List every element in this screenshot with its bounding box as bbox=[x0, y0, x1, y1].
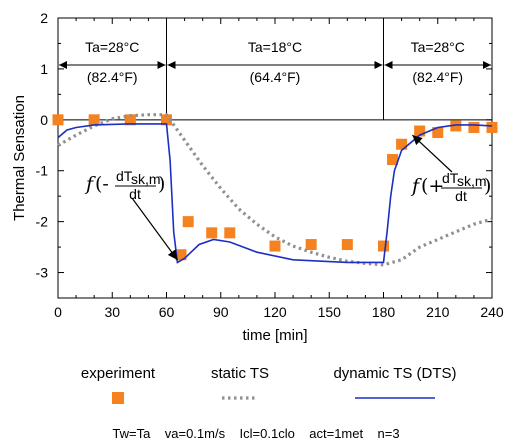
experiment-point bbox=[206, 227, 218, 239]
annotation-warming-sub: sk,m bbox=[457, 173, 487, 189]
period-temp-fahrenheit: (82.4°F) bbox=[87, 69, 138, 85]
x-tick-label: 240 bbox=[480, 304, 504, 320]
y-tick-label: 0 bbox=[40, 112, 48, 128]
annotation-warming-open: (+ bbox=[421, 175, 444, 197]
x-tick-label: 0 bbox=[54, 304, 62, 320]
x-tick-label: 30 bbox=[104, 304, 120, 320]
period-temp-celsius: Ta=28°C bbox=[411, 39, 465, 55]
period-temp-fahrenheit: (82.4°F) bbox=[412, 69, 463, 85]
period-temp-celsius: Ta=28°C bbox=[85, 39, 139, 55]
x-tick-label: 90 bbox=[213, 304, 229, 320]
experiment-point bbox=[341, 239, 353, 251]
annotation-cooling-arrow bbox=[131, 197, 178, 261]
y-tick-label: 2 bbox=[40, 10, 48, 26]
static-ts-line bbox=[57, 113, 493, 267]
experiment-point bbox=[269, 240, 281, 252]
experiment-point bbox=[224, 227, 236, 239]
x-tick-label: 60 bbox=[159, 304, 175, 320]
annotation-warming-close: ) bbox=[484, 175, 491, 197]
annotation-cooling-close: ) bbox=[158, 173, 165, 195]
annotation-cooling-sub: sk,m bbox=[131, 171, 161, 187]
annotation-warming-f: f bbox=[410, 175, 422, 197]
annotation-warming-num: dT bbox=[442, 170, 459, 186]
experiment-point bbox=[396, 138, 408, 150]
experiment-point bbox=[486, 121, 498, 133]
experiment-conditions: Tw=Ta va=0.1m/s Icl=0.1clo act=1met n=3 bbox=[112, 426, 399, 441]
experiment-point bbox=[124, 114, 136, 126]
legend-marker-experiment bbox=[112, 392, 124, 404]
period-temp-fahrenheit: (64.4°F) bbox=[250, 69, 301, 85]
experiment-point bbox=[182, 216, 194, 228]
experiment-point bbox=[175, 249, 187, 261]
experiment-point bbox=[378, 240, 389, 252]
experiment-point bbox=[88, 114, 100, 126]
y-tick-label: -3 bbox=[36, 265, 49, 281]
legend-label-experiment: experiment bbox=[81, 365, 156, 382]
period-temp-celsius: Ta=18°C bbox=[248, 39, 302, 55]
legend-label-dynamic: dynamic TS (DTS) bbox=[333, 365, 456, 382]
annotation-cooling-f: f bbox=[84, 173, 96, 195]
x-tick-label: 150 bbox=[318, 304, 342, 320]
legend-label-static: static TS bbox=[211, 365, 269, 382]
experiment-point bbox=[305, 239, 317, 251]
experiment-point bbox=[52, 114, 64, 126]
experiment-point bbox=[387, 154, 399, 166]
y-tick-label: -2 bbox=[36, 214, 49, 230]
x-tick-label: 210 bbox=[426, 304, 450, 320]
experiment-point bbox=[414, 125, 426, 137]
x-tick-label: 120 bbox=[263, 304, 287, 320]
experiment-point bbox=[432, 127, 444, 139]
annotation-warming-arrow bbox=[412, 134, 453, 173]
annotation-cooling-num: dT bbox=[116, 168, 133, 184]
annotation-warming-den: dt bbox=[455, 188, 467, 204]
y-tick-label: -1 bbox=[36, 163, 49, 179]
experiment-point bbox=[468, 121, 480, 133]
x-axis-label: time [min] bbox=[242, 327, 307, 344]
x-tick-label: 180 bbox=[372, 304, 396, 320]
y-axis-label: Thermal Sensation bbox=[11, 95, 28, 221]
experiment-point bbox=[450, 120, 462, 132]
annotation-cooling-den: dt bbox=[129, 186, 141, 202]
y-tick-label: 1 bbox=[40, 61, 48, 77]
experiment-point bbox=[161, 114, 172, 126]
annotation-cooling-open: (- bbox=[95, 173, 109, 195]
